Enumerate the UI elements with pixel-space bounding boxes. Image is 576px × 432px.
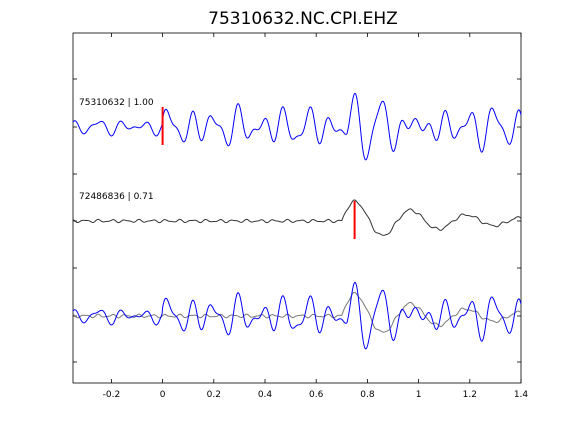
x-tick-label: 0.2 — [207, 390, 221, 400]
waveform-overlay-reference — [72, 291, 522, 333]
x-tick-label: -0.2 — [103, 390, 121, 400]
x-tick-label: 0 — [160, 390, 166, 400]
waveform-overlay-main — [72, 281, 522, 350]
traces — [72, 92, 522, 350]
x-tick-label: 1.2 — [463, 390, 477, 400]
chart-title: 75310632.NC.CPI.EHZ — [208, 9, 398, 29]
axis-ticks: -0.2 0 0.2 0.4 0.6 0.8 1 1.2 1.4 — [73, 33, 528, 400]
waveform-trace-2 — [72, 199, 522, 236]
x-tick-label: 0.6 — [309, 390, 324, 400]
x-tick-label: 0.4 — [258, 390, 273, 400]
trace-label: 75310632 | 1.00 — [79, 98, 154, 108]
plot-frame — [72, 32, 522, 384]
x-tick-label: 1.4 — [514, 390, 529, 400]
trace-labels: 75310632 | 1.00 72486836 | 0.71 — [79, 98, 154, 202]
x-tick-label: 1 — [416, 390, 422, 400]
waveform-trace-1 — [72, 92, 522, 161]
trace-label: 72486836 | 0.71 — [79, 192, 154, 202]
x-tick-label: 0.8 — [360, 390, 375, 400]
